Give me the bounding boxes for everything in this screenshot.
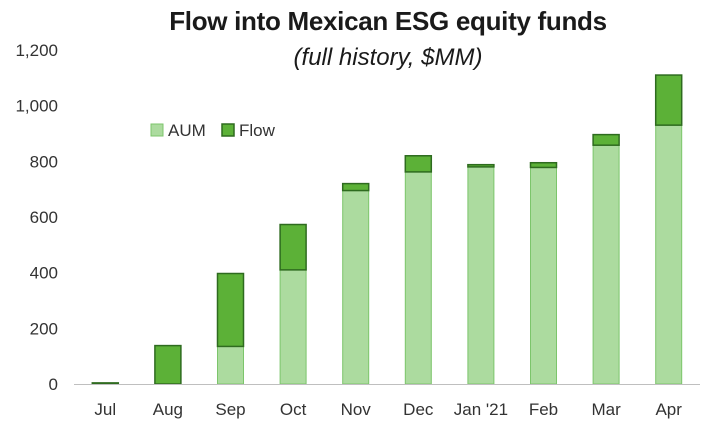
- legend-swatch-flow: [221, 123, 235, 137]
- x-tick-label: Apr: [655, 400, 682, 419]
- x-tick-label: Sep: [215, 400, 245, 419]
- chart-title: Flow into Mexican ESG equity funds: [169, 6, 607, 36]
- x-tick-label: Feb: [529, 400, 558, 419]
- x-tick-label: Dec: [403, 400, 434, 419]
- legend-label-flow: Flow: [239, 121, 276, 140]
- bar-flow-aug: [154, 344, 182, 385]
- bars-layer: [91, 74, 683, 385]
- y-tick-label: 800: [30, 152, 58, 171]
- bar-aum-oct: [279, 269, 307, 385]
- bar-flow-oct: [279, 223, 307, 271]
- y-tick-label: 400: [30, 264, 58, 283]
- y-tick-label: 1,000: [15, 97, 58, 116]
- legend-swatch-aum: [150, 123, 164, 137]
- chart-subtitle: (full history, $MM): [293, 44, 483, 71]
- x-tick-label: Aug: [153, 400, 183, 419]
- bar-flow-nov: [341, 182, 370, 192]
- x-axis-ticks: Jul Aug Sep Oct Nov Dec Jan '21 Feb Mar Apr: [94, 400, 682, 419]
- bar-aum-jan-21: [467, 166, 495, 385]
- bar-flow-jan-21: [467, 163, 495, 168]
- bar-aum-mar: [592, 144, 620, 385]
- bar-flow-jul: [91, 382, 120, 385]
- x-tick-label: Jul: [94, 400, 116, 419]
- bar-flow-apr: [654, 74, 683, 126]
- bar-flow-feb: [529, 161, 558, 169]
- bar-aum-apr: [655, 124, 683, 385]
- bar-aum-dec: [404, 171, 432, 385]
- y-tick-label: 200: [30, 319, 58, 338]
- bar-aum-nov: [342, 190, 370, 385]
- bar-aum-feb: [530, 166, 557, 385]
- bar-flow-mar: [592, 133, 620, 146]
- legend-label-aum: AUM: [168, 121, 206, 140]
- legend: AUM Flow: [150, 121, 276, 140]
- x-tick-label: Jan '21: [454, 400, 508, 419]
- y-tick-label: 0: [49, 375, 58, 394]
- y-axis-ticks: 0 200 400 600 800 1,000 1,200: [15, 41, 58, 394]
- bar-flow-sep: [216, 272, 245, 348]
- x-tick-label: Oct: [280, 400, 307, 419]
- y-tick-label: 1,200: [15, 41, 58, 60]
- x-tick-label: Mar: [591, 400, 621, 419]
- x-tick-label: Nov: [341, 400, 372, 419]
- bar-aum-sep: [217, 345, 244, 385]
- y-tick-label: 600: [30, 208, 58, 227]
- bar-flow-dec: [404, 155, 433, 173]
